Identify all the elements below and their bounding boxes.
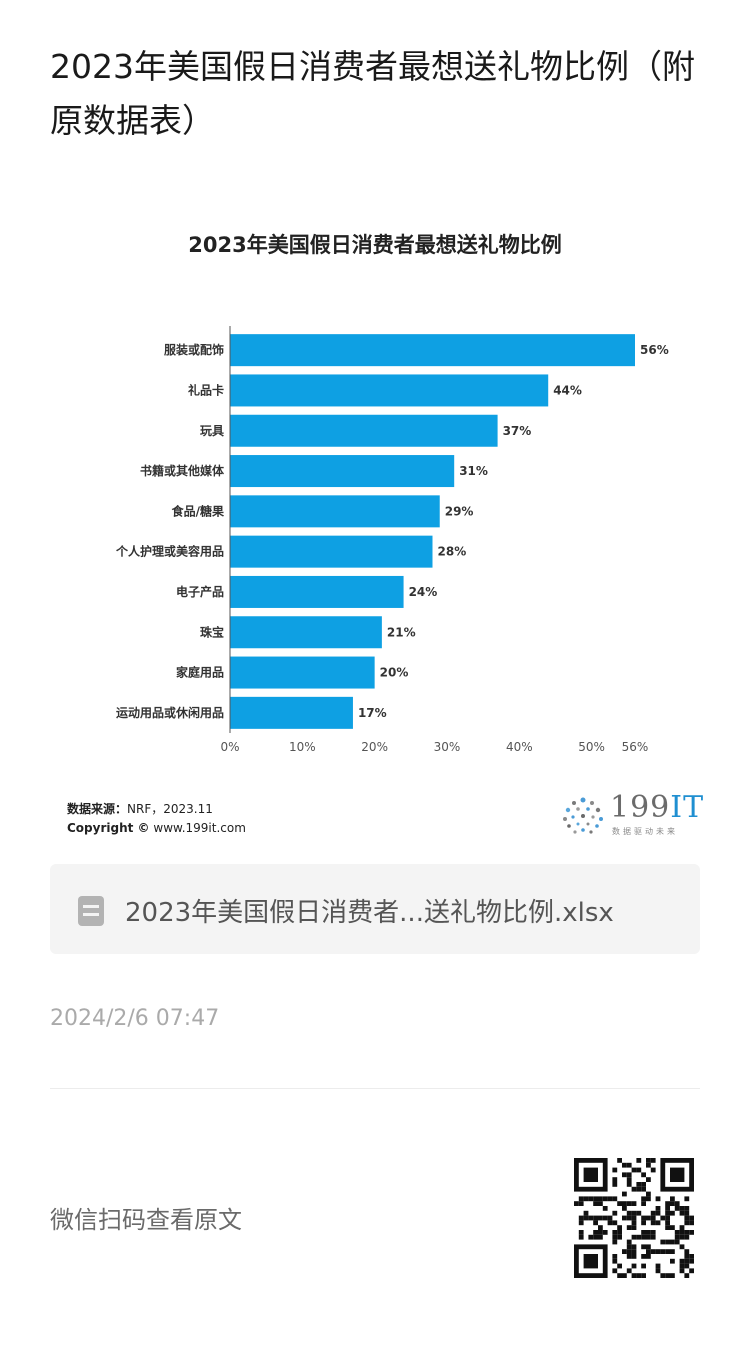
logo-dots-icon <box>563 797 603 834</box>
qr-code[interactable] <box>574 1158 694 1278</box>
x-tick-label-2: 20% <box>361 740 388 754</box>
value-label-1: 44% <box>553 383 582 397</box>
category-label-3: 书籍或其他媒体 <box>140 463 225 478</box>
x-tick-label-6: 56% <box>622 740 649 754</box>
value-label-5: 28% <box>438 545 467 559</box>
category-label-8: 家庭用品 <box>176 665 224 680</box>
category-label-9: 运动用品或休闲用品 <box>116 705 224 720</box>
bar-5 <box>230 535 433 568</box>
bar-6 <box>230 575 404 608</box>
copyright-line: Copyright © www.199it.com <box>67 821 246 835</box>
bar-9 <box>230 696 353 729</box>
scan-prompt: 微信扫码查看原文 <box>50 1206 242 1234</box>
value-label-9: 17% <box>358 706 387 720</box>
category-label-1: 礼品卡 <box>188 382 224 397</box>
article-title: 2023年美国假日消费者最想送礼物比例（附原数据表） <box>50 47 695 140</box>
bar-7 <box>230 616 382 649</box>
logo-tagline: 数据驱动未来 <box>612 827 678 836</box>
attachment-file-name[interactable]: 2023年美国假日消费者...送礼物比例.xlsx <box>125 898 614 928</box>
logo-it: IT <box>670 790 705 825</box>
category-label-6: 电子产品 <box>176 584 224 599</box>
value-label-3: 31% <box>459 464 488 478</box>
chart-image: 2023年美国假日消费者最想送礼物比例服装或配饰 56% 礼品卡 44% 玩具 37% 书籍… <box>50 210 703 850</box>
x-tick-label-1: 10% <box>289 740 316 754</box>
value-label-8: 20% <box>380 666 409 680</box>
x-tick-label-4: 40% <box>506 740 533 754</box>
category-label-7: 珠宝 <box>200 624 224 639</box>
x-tick-label-0: 0% <box>220 740 239 754</box>
bar-4 <box>230 495 440 528</box>
divider <box>50 1088 700 1089</box>
document-icon <box>78 896 104 926</box>
199it-logo: 199IT 数据驱动未来 <box>560 790 703 840</box>
logo-wordmark: 199IT <box>610 790 704 825</box>
x-tick-label-3: 30% <box>434 740 461 754</box>
bar-8 <box>230 656 375 689</box>
logo-number: 199 <box>610 790 671 825</box>
copyright-label: Copyright © <box>67 821 150 835</box>
bar-1 <box>230 374 549 407</box>
attachment-card[interactable]: 2023年美国假日消费者...送礼物比例.xlsx <box>50 864 700 954</box>
x-tick-label-5: 50% <box>578 740 605 754</box>
data-source-line: 数据来源：NRF，2023.11 <box>67 800 213 817</box>
bar-0 <box>230 334 635 367</box>
category-label-0: 服装或配饰 <box>164 342 224 357</box>
value-label-4: 29% <box>445 504 474 518</box>
bar-2 <box>230 414 498 447</box>
chart-title: 2023年美国假日消费者最想送礼物比例 <box>188 233 561 257</box>
value-label-7: 21% <box>387 625 416 639</box>
publish-timestamp: 2024/2/6 07:47 <box>50 1006 220 1031</box>
value-label-2: 37% <box>503 424 532 438</box>
copyright-value: www.199it.com <box>153 821 246 835</box>
value-label-6: 24% <box>409 585 438 599</box>
data-source-label: 数据来源： <box>67 802 128 816</box>
value-label-0: 56% <box>640 343 669 357</box>
category-label-4: 食品/糖果 <box>171 503 224 518</box>
category-label-2: 玩具 <box>200 424 224 438</box>
data-source-value: NRF，2023.11 <box>127 802 213 816</box>
category-label-5: 个人护理或美容用品 <box>115 544 224 559</box>
bar-3 <box>230 455 455 488</box>
